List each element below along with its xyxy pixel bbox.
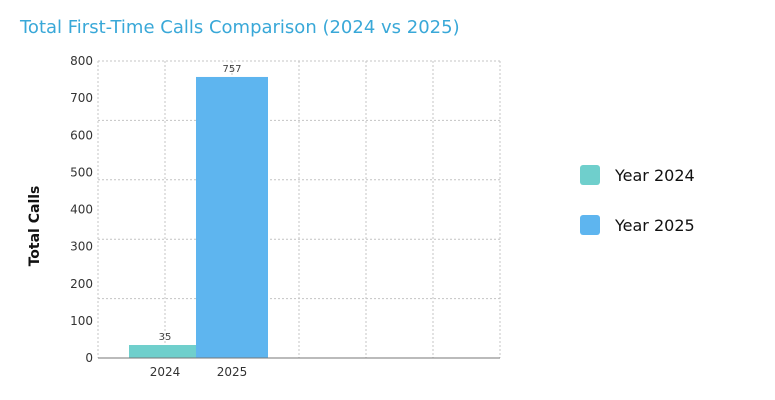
y-tick-label: 400: [70, 203, 93, 217]
legend-swatch-2025: [580, 215, 600, 235]
y-tick-label: 700: [70, 91, 93, 105]
y-tick-label: 0: [85, 351, 93, 365]
y-tick-label: 800: [70, 54, 93, 68]
y-tick-label: 500: [70, 165, 93, 179]
legend-swatch-2024: [580, 165, 600, 185]
data-label-2025: 757: [222, 64, 241, 75]
bar-2025: [196, 76, 268, 359]
y-tick-label: 100: [70, 314, 93, 328]
y-tick-label: 600: [70, 128, 93, 142]
chart-title: Total First-Time Calls Comparison (2024 …: [20, 17, 460, 38]
legend-item-2024: Year 2024: [580, 163, 695, 187]
bar-2024: [129, 345, 201, 358]
legend-label-2024: Year 2024: [615, 165, 695, 185]
y-tick-label: 300: [70, 240, 93, 254]
x-tick-label-2024: 2024: [150, 365, 181, 379]
legend-item-2025: Year 2025: [580, 213, 695, 237]
x-tick-label-2025: 2025: [217, 365, 248, 379]
data-label-2024: 35: [159, 332, 172, 343]
chart-legend: Year 2024 Year 2025: [580, 163, 695, 263]
legend-label-2025: Year 2025: [615, 215, 695, 235]
y-tick-label: 200: [70, 277, 93, 291]
